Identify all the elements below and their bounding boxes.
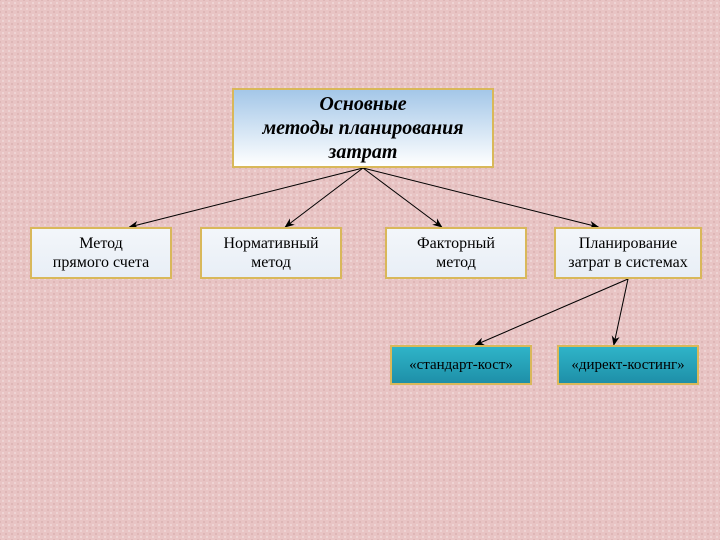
method-label: Планированиезатрат в системах bbox=[556, 234, 700, 272]
method-box-factor: Факторныйметод bbox=[385, 227, 527, 279]
method-box-normative: Нормативныйметод bbox=[200, 227, 342, 279]
sub-label: «директ-костинг» bbox=[559, 356, 697, 374]
sub-label: «стандарт-кост» bbox=[392, 356, 530, 374]
root-box: Основныеметоды планированиязатрат bbox=[232, 88, 494, 168]
method-label: Нормативныйметод bbox=[202, 234, 340, 272]
sub-box-standard-cost: «стандарт-кост» bbox=[390, 345, 532, 385]
method-box-direct-count: Методпрямого счета bbox=[30, 227, 172, 279]
method-box-systems-planning: Планированиезатрат в системах bbox=[554, 227, 702, 279]
method-label: Методпрямого счета bbox=[32, 234, 170, 272]
method-label: Факторныйметод bbox=[387, 234, 525, 272]
root-label: Основныеметоды планированиязатрат bbox=[234, 92, 492, 164]
sub-box-direct-costing: «директ-костинг» bbox=[557, 345, 699, 385]
